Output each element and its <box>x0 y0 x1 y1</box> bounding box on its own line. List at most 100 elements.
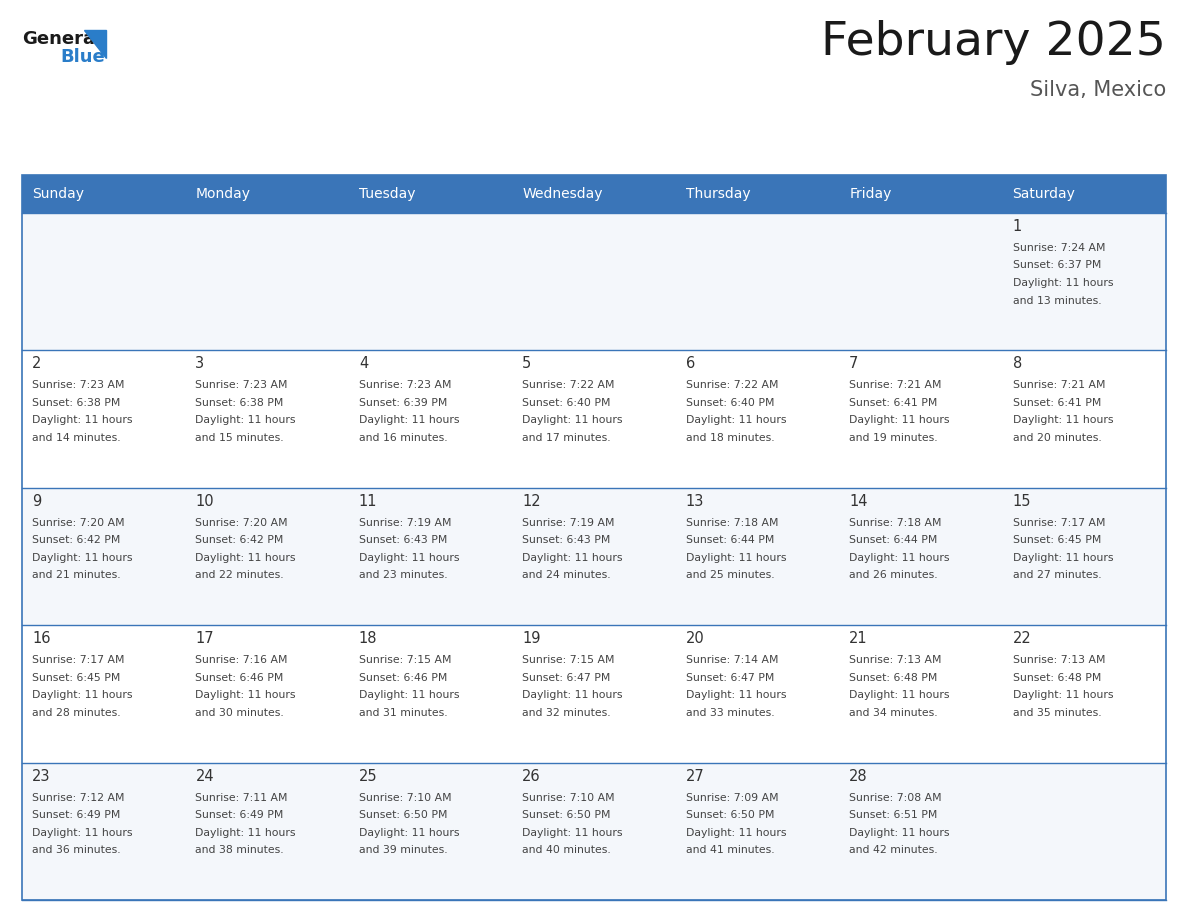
Text: Daylight: 11 hours: Daylight: 11 hours <box>359 690 460 700</box>
Text: Sunset: 6:50 PM: Sunset: 6:50 PM <box>685 810 775 820</box>
Text: Sunrise: 7:12 AM: Sunrise: 7:12 AM <box>32 792 125 802</box>
Text: 18: 18 <box>359 632 378 646</box>
Text: General: General <box>23 30 101 48</box>
Text: Daylight: 11 hours: Daylight: 11 hours <box>359 828 460 837</box>
Text: Daylight: 11 hours: Daylight: 11 hours <box>32 828 133 837</box>
Text: Silva, Mexico: Silva, Mexico <box>1030 80 1165 100</box>
Bar <box>23 175 1165 900</box>
Text: and 42 minutes.: and 42 minutes. <box>849 845 937 855</box>
Text: Saturday: Saturday <box>1012 187 1075 201</box>
Text: 27: 27 <box>685 768 704 784</box>
Text: and 22 minutes.: and 22 minutes. <box>196 570 284 580</box>
Text: and 26 minutes.: and 26 minutes. <box>849 570 937 580</box>
Text: Sunset: 6:47 PM: Sunset: 6:47 PM <box>523 673 611 683</box>
Text: Sunrise: 7:21 AM: Sunrise: 7:21 AM <box>849 380 942 390</box>
Text: and 13 minutes.: and 13 minutes. <box>1012 296 1101 306</box>
Text: 21: 21 <box>849 632 867 646</box>
Text: Sunrise: 7:17 AM: Sunrise: 7:17 AM <box>32 655 125 666</box>
Text: Sunrise: 7:20 AM: Sunrise: 7:20 AM <box>196 518 287 528</box>
Text: Daylight: 11 hours: Daylight: 11 hours <box>1012 278 1113 288</box>
Text: and 38 minutes.: and 38 minutes. <box>196 845 284 855</box>
Text: 12: 12 <box>523 494 541 509</box>
Text: Sunset: 6:48 PM: Sunset: 6:48 PM <box>849 673 937 683</box>
Text: Wednesday: Wednesday <box>523 187 602 201</box>
Text: Monday: Monday <box>196 187 251 201</box>
Text: 25: 25 <box>359 768 378 784</box>
Text: Daylight: 11 hours: Daylight: 11 hours <box>685 553 786 563</box>
Text: and 40 minutes.: and 40 minutes. <box>523 845 611 855</box>
Text: Daylight: 11 hours: Daylight: 11 hours <box>1012 690 1113 700</box>
Text: Sunrise: 7:18 AM: Sunrise: 7:18 AM <box>685 518 778 528</box>
Text: Sunset: 6:37 PM: Sunset: 6:37 PM <box>1012 261 1101 271</box>
Text: Daylight: 11 hours: Daylight: 11 hours <box>523 416 623 425</box>
Text: 13: 13 <box>685 494 704 509</box>
Bar <box>23 763 1165 900</box>
Text: Daylight: 11 hours: Daylight: 11 hours <box>32 553 133 563</box>
Text: 19: 19 <box>523 632 541 646</box>
Text: Sunset: 6:42 PM: Sunset: 6:42 PM <box>196 535 284 545</box>
Text: Daylight: 11 hours: Daylight: 11 hours <box>849 553 949 563</box>
Text: Daylight: 11 hours: Daylight: 11 hours <box>523 828 623 837</box>
Text: Daylight: 11 hours: Daylight: 11 hours <box>196 553 296 563</box>
Bar <box>23 175 1165 213</box>
Polygon shape <box>84 30 106 58</box>
Text: Sunrise: 7:09 AM: Sunrise: 7:09 AM <box>685 792 778 802</box>
Text: Sunset: 6:45 PM: Sunset: 6:45 PM <box>1012 535 1101 545</box>
Text: 22: 22 <box>1012 632 1031 646</box>
Text: and 32 minutes.: and 32 minutes. <box>523 708 611 718</box>
Bar <box>23 351 1165 487</box>
Text: February 2025: February 2025 <box>821 20 1165 65</box>
Text: Daylight: 11 hours: Daylight: 11 hours <box>849 416 949 425</box>
Text: Sunset: 6:45 PM: Sunset: 6:45 PM <box>32 673 120 683</box>
Text: Daylight: 11 hours: Daylight: 11 hours <box>685 690 786 700</box>
Text: Sunset: 6:50 PM: Sunset: 6:50 PM <box>523 810 611 820</box>
Text: Blue: Blue <box>61 48 105 66</box>
Text: and 24 minutes.: and 24 minutes. <box>523 570 611 580</box>
Text: Daylight: 11 hours: Daylight: 11 hours <box>32 416 133 425</box>
Text: 15: 15 <box>1012 494 1031 509</box>
Text: and 35 minutes.: and 35 minutes. <box>1012 708 1101 718</box>
Text: Sunset: 6:48 PM: Sunset: 6:48 PM <box>1012 673 1101 683</box>
Text: Daylight: 11 hours: Daylight: 11 hours <box>196 690 296 700</box>
Text: and 19 minutes.: and 19 minutes. <box>849 433 937 442</box>
Text: Sunrise: 7:16 AM: Sunrise: 7:16 AM <box>196 655 287 666</box>
Text: 26: 26 <box>523 768 541 784</box>
Text: Sunset: 6:43 PM: Sunset: 6:43 PM <box>523 535 611 545</box>
Text: Sunrise: 7:10 AM: Sunrise: 7:10 AM <box>523 792 615 802</box>
Text: Sunrise: 7:08 AM: Sunrise: 7:08 AM <box>849 792 942 802</box>
Text: Sunset: 6:46 PM: Sunset: 6:46 PM <box>359 673 447 683</box>
Text: Sunrise: 7:23 AM: Sunrise: 7:23 AM <box>32 380 125 390</box>
Text: 28: 28 <box>849 768 867 784</box>
Text: Daylight: 11 hours: Daylight: 11 hours <box>32 690 133 700</box>
Text: Sunset: 6:50 PM: Sunset: 6:50 PM <box>359 810 448 820</box>
Text: Sunset: 6:47 PM: Sunset: 6:47 PM <box>685 673 775 683</box>
Text: Sunset: 6:44 PM: Sunset: 6:44 PM <box>685 535 775 545</box>
Text: and 41 minutes.: and 41 minutes. <box>685 845 775 855</box>
Text: Sunrise: 7:24 AM: Sunrise: 7:24 AM <box>1012 243 1105 253</box>
Text: Sunrise: 7:10 AM: Sunrise: 7:10 AM <box>359 792 451 802</box>
Text: Sunrise: 7:23 AM: Sunrise: 7:23 AM <box>359 380 451 390</box>
Text: and 21 minutes.: and 21 minutes. <box>32 570 121 580</box>
Text: and 27 minutes.: and 27 minutes. <box>1012 570 1101 580</box>
Text: Sunset: 6:41 PM: Sunset: 6:41 PM <box>1012 397 1101 408</box>
Text: Sunset: 6:40 PM: Sunset: 6:40 PM <box>685 397 775 408</box>
Text: 3: 3 <box>196 356 204 372</box>
Text: 5: 5 <box>523 356 531 372</box>
Text: 14: 14 <box>849 494 867 509</box>
Text: Sunset: 6:46 PM: Sunset: 6:46 PM <box>196 673 284 683</box>
Text: 11: 11 <box>359 494 378 509</box>
Text: and 39 minutes.: and 39 minutes. <box>359 845 448 855</box>
Text: Sunrise: 7:13 AM: Sunrise: 7:13 AM <box>849 655 942 666</box>
Text: and 15 minutes.: and 15 minutes. <box>196 433 284 442</box>
Text: Sunday: Sunday <box>32 187 84 201</box>
Text: Sunset: 6:44 PM: Sunset: 6:44 PM <box>849 535 937 545</box>
Text: Sunset: 6:38 PM: Sunset: 6:38 PM <box>32 397 120 408</box>
Text: 6: 6 <box>685 356 695 372</box>
Text: and 36 minutes.: and 36 minutes. <box>32 845 121 855</box>
Text: and 14 minutes.: and 14 minutes. <box>32 433 121 442</box>
Text: Sunrise: 7:11 AM: Sunrise: 7:11 AM <box>196 792 287 802</box>
Bar <box>23 487 1165 625</box>
Text: Daylight: 11 hours: Daylight: 11 hours <box>849 690 949 700</box>
Text: Sunrise: 7:20 AM: Sunrise: 7:20 AM <box>32 518 125 528</box>
Text: Sunset: 6:40 PM: Sunset: 6:40 PM <box>523 397 611 408</box>
